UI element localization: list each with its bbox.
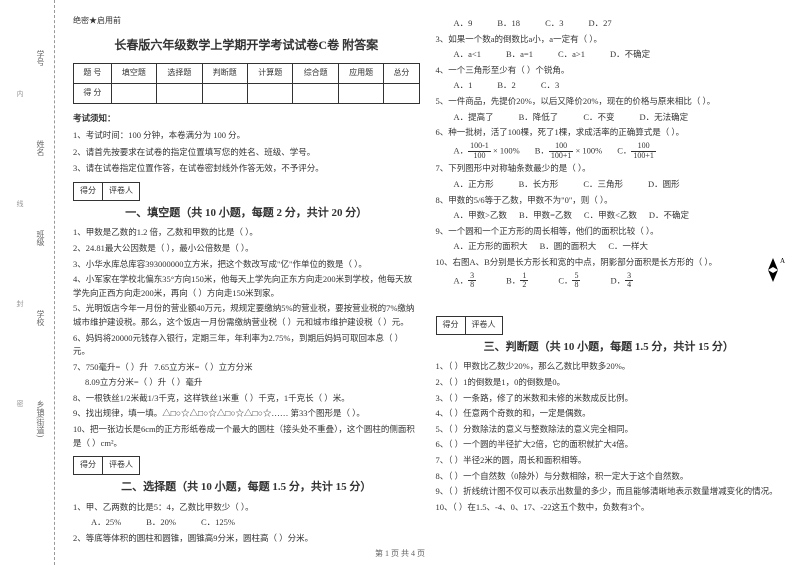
exam-title: 长春版六年级数学上学期开学考试试卷C卷 附答案: [73, 36, 420, 55]
question: 1、（ ）甲数比乙数少20%，那么乙数比甲数多20%。: [436, 360, 783, 374]
options: A．正方形 B．长方形 C．三角形 D．圆形: [454, 178, 783, 192]
question: 3、如果一个数a的倒数比a小，a一定有（ ）。: [436, 33, 783, 47]
question: 6、种一批树，活了100棵，死了1棵，求成活率的正确算式是（ ）。: [436, 126, 783, 140]
options: A．正方形的面积大 B．圆的面积大 C．一样大: [454, 240, 783, 254]
spine-char: 内: [15, 90, 25, 97]
question: 10、（ ）在1.5、-4、0、17、-22这五个数中，负数有3个。: [436, 501, 783, 515]
spine-label-name: 姓名: [35, 140, 46, 156]
table-row: 题 号 填空题 选择题 判断题 计算题 综合题 应用题 总分: [74, 63, 420, 83]
score-box: 得分 评卷人: [73, 456, 140, 475]
question: 1、甲数是乙数的1.2 倍，乙数和甲数的比是（ ）。: [73, 226, 420, 240]
section-3-title: 三、判断题（共 10 小题，每题 1.5 分，共计 15 分）: [436, 339, 783, 357]
options: A．提高了 B．降低了 C．不变 D．无法确定: [454, 111, 783, 125]
question: 4、小军家在学校北偏东35°方向150米，他每天上学先向正东方向走200米到学校…: [73, 273, 420, 300]
question: 7、750毫升=（ ）升 7.65立方米=（ ）立方分米: [73, 361, 420, 375]
question: 10、右图A、B分别是长方形长和宽的中点，阴影部分面积是长方形的（ ）。: [436, 256, 783, 270]
score-box: 得分 评卷人: [436, 316, 503, 335]
question: 2、24.81最大公因数是（ ），最小公倍数是（ ）。: [73, 242, 420, 256]
options: A．1 B．2 C．3: [454, 79, 783, 93]
question: 6、（ ）一个圆的半径扩大2倍，它的面积就扩大4倍。: [436, 438, 783, 452]
question: 4、（ ）任意两个奇数的和，一定是偶数。: [436, 407, 783, 421]
question: 7、（ ）半径2米的圆，周长和面积相等。: [436, 454, 783, 468]
options: A．甲数>乙数 B．甲数=乙数 C．甲数<乙数 D．不确定: [454, 209, 783, 223]
question: 5、一件商品，先提价20%，以后又降价20%，现在的价格与原来相比（ ）。: [436, 95, 783, 109]
binding-spine: 学号 姓名 班级 学校 乡镇(街道) 内 线 封 密: [0, 0, 55, 565]
question: 3、（ ）一条路，修了的米数和未修的米数成反比例。: [436, 392, 783, 406]
formula-options: A．100-1100 × 100% B．100100+1 × 100% C．10…: [454, 142, 783, 161]
section-2-title: 二、选择题（共 10 小题，每题 1.5 分，共计 15 分）: [73, 479, 420, 497]
confidential-mark: 绝密★启用前: [73, 15, 420, 28]
question: 9、（ ）折线统计图不仅可以表示出数量的多少，而且能够清晰地表示数量增减变化的情…: [436, 485, 783, 499]
table-row: 得 分: [74, 83, 420, 103]
question: 6、妈妈将20000元钱存入银行，定期三年，年利率为2.75%，到期后妈妈可取回…: [73, 332, 420, 359]
compass-label: A: [780, 257, 785, 265]
score-table: 题 号 填空题 选择题 判断题 计算题 综合题 应用题 总分 得 分: [73, 63, 420, 104]
page-footer: 第 1 页 共 4 页: [0, 548, 800, 559]
question: 8.09立方分米=（ ）升（ ）毫升: [85, 376, 420, 390]
question: 3、小华水库总库容393000000立方米，把这个数改写成"亿"作单位的数是（ …: [73, 258, 420, 272]
spine-label-school: 学校: [35, 310, 46, 326]
question: 9、一个圆和一个正方形的周长相等，他们的面积比较（ ）。: [436, 225, 783, 239]
spine-char: 线: [15, 200, 25, 207]
question: 7、下列图形中对称轴条数最少的是（ ）。: [436, 162, 783, 176]
notice-title: 考试须知：: [73, 112, 420, 126]
section-bar: 得分 评卷人: [73, 456, 420, 475]
question: 1、甲、乙两数的比是5：4，乙数比甲数少（ ）。: [73, 501, 420, 515]
left-column: 绝密★启用前 长春版六年级数学上学期开学考试试卷C卷 附答案 题 号 填空题 选…: [65, 15, 428, 540]
exam-page: 学号 姓名 班级 学校 乡镇(街道) 内 线 封 密 绝密★启用前 长春版六年级…: [0, 0, 800, 565]
options: A．a<1 B．a=1 C．a>1 D．不确定: [454, 48, 783, 62]
spine-label-id: 学号: [35, 50, 46, 66]
question: 4、一个三角形至少有（ ）个锐角。: [436, 64, 783, 78]
options: A．25% B．20% C．125%: [91, 516, 420, 530]
question: 8、甲数的5/6等于乙数，甲数不为"0"，则（ ）。: [436, 194, 783, 208]
section-1-title: 一、填空题（共 10 小题，每题 2 分，共计 20 分）: [73, 205, 420, 223]
spine-char: 密: [15, 400, 25, 407]
question: 10、把一张边长是6cm的正方形纸卷成一个最大的圆柱（接头处不重叠），这个圆柱的…: [73, 423, 420, 450]
options: A．38 B．12 C．58 D．34: [454, 272, 783, 291]
notice-item: 3、请在试卷指定位置作答，在试卷密封线外作答无效，不予评分。: [73, 162, 420, 176]
content-area: 绝密★启用前 长春版六年级数学上学期开学考试试卷C卷 附答案 题 号 填空题 选…: [55, 0, 800, 565]
question: 2、等底等体积的圆柱和圆锥，圆锥高9分米，圆柱高（ ）分米。: [73, 532, 420, 546]
notice-item: 1、考试时间：100 分钟，本卷满分为 100 分。: [73, 129, 420, 143]
options: A．9 B．18 C．3 D．27: [454, 17, 783, 31]
right-column: A．9 B．18 C．3 D．27 3、如果一个数a的倒数比a小，a一定有（ ）…: [428, 15, 791, 540]
section-bar: 得分 评卷人: [73, 182, 420, 201]
question: 5、光明饭店今年一月份的营业额40万元，规规定要缴纳5%的营业税，要按营业税的7…: [73, 302, 420, 329]
question: 8、一根铁丝1/2米截1/3千克，这样铁丝1米重（ ）千克，1千克长（ ）米。: [73, 392, 420, 406]
spine-label-class: 班级: [35, 230, 46, 246]
compass-figure: A: [758, 255, 788, 285]
question: 5、（ ）分数除法的意义与整数除法的意义完全相同。: [436, 423, 783, 437]
question: 8、（ ）一个自然数（0除外）与分数相除，积一定大于这个自然数。: [436, 470, 783, 484]
section-bar: 得分 评卷人: [436, 316, 783, 335]
question: 2、（ ）1的倒数是1，0的倒数是0。: [436, 376, 783, 390]
spine-label-town: 乡镇(街道): [35, 400, 46, 437]
question: 9、找出规律，填一填。△□○☆△□○☆△□○☆△□○☆…… 第33个图形是（ ）…: [73, 407, 420, 421]
notice-item: 2、请首先按要求在试卷的指定位置填写您的姓名、班级、学号。: [73, 146, 420, 160]
score-box: 得分 评卷人: [73, 182, 140, 201]
spine-char: 封: [15, 300, 25, 307]
